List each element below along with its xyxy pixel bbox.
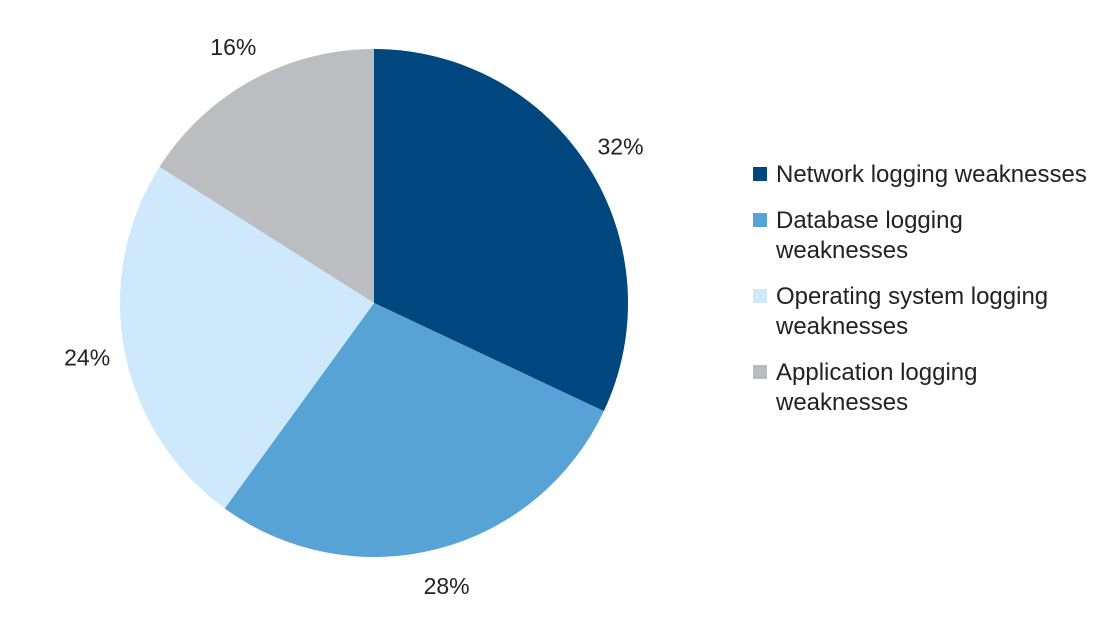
legend-swatch-application <box>753 365 767 379</box>
legend-item-application: Application logging weaknesses <box>753 358 1098 418</box>
legend-swatch-network <box>753 167 767 181</box>
pie-slice-application <box>159 49 374 303</box>
legend-label-network: Network logging weaknesses <box>776 161 1087 188</box>
pie-slice-network <box>374 49 628 412</box>
slice-value-label-network: 32% <box>598 134 644 160</box>
pie-slice-operating <box>119 166 374 509</box>
slice-value-label-operating: 24% <box>64 345 110 371</box>
pie-slice-database <box>224 303 604 557</box>
legend: Network logging weaknesses Database logg… <box>753 160 1098 434</box>
legend-item-network: Network logging weaknesses <box>753 160 1098 190</box>
legend-label-application: Application logging weaknesses <box>776 359 978 416</box>
legend-label-operating-system: Operating system logging weaknesses <box>776 283 1049 340</box>
pie-value-labels: 32% 28% 24% 16% <box>64 34 643 599</box>
pie-slices <box>119 49 628 557</box>
legend-item-database: Database logging weaknesses <box>753 206 1098 266</box>
slice-value-label-application: 16% <box>210 34 256 60</box>
legend-swatch-database <box>753 213 767 227</box>
legend-item-operating-system: Operating system logging weaknesses <box>753 282 1098 342</box>
legend-label-database: Database logging weaknesses <box>776 207 963 264</box>
legend-swatch-operating-system <box>753 289 767 303</box>
slice-value-label-database: 28% <box>424 573 470 599</box>
